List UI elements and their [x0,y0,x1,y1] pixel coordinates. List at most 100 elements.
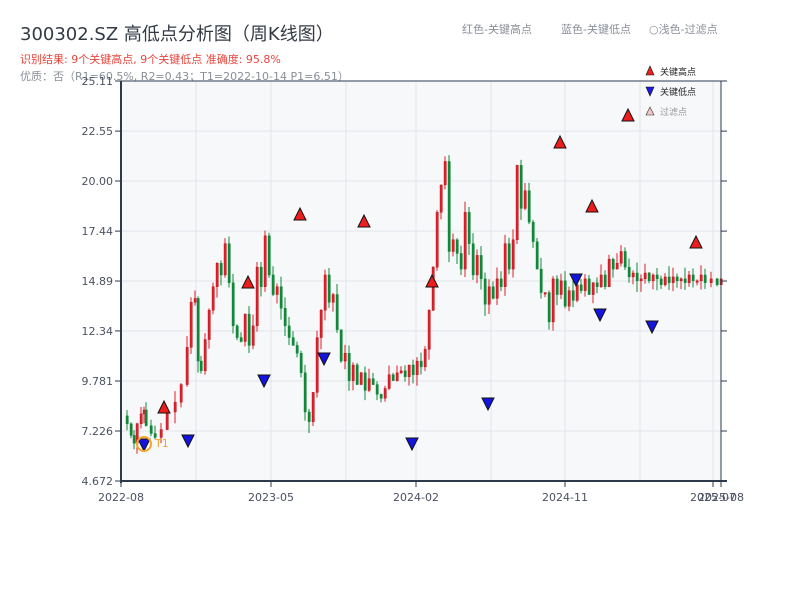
y-tick-label: 25.11 [82,75,114,88]
candle-down [471,243,475,276]
candle-down [491,286,495,299]
candle-up [523,190,527,209]
candle-down [327,274,331,303]
candle-down [303,372,307,413]
candle-down [659,278,663,285]
candle-up [475,255,479,276]
candle-down [291,337,295,346]
candle-up [207,309,211,340]
key-low-marker-icon [645,320,659,335]
candle-down [455,239,459,254]
candle-down [287,325,291,338]
candle-up [607,259,611,287]
candle-up [511,239,515,270]
candle-up [343,353,347,362]
candle-down [579,284,583,291]
candle-down [295,345,299,354]
candle-down [527,190,531,223]
candle-down [627,266,631,278]
y-tick-label: 22.55 [82,125,114,138]
candle-up [139,413,143,424]
x-tick-label: 2024-02 [393,491,439,504]
candle-up [159,429,163,438]
candle-up [387,374,391,389]
legend-high-label: 关键高点 [660,66,696,78]
candle-down [267,235,271,276]
candle-down [499,278,503,287]
quality-summary: 优质：否（R1=60.5%, R2=0.43；T1=2022-10-14 P1=… [20,70,349,83]
candle-down [235,325,239,338]
candle-up [651,274,655,282]
candle-up [443,161,447,186]
candle-down [623,251,627,268]
candle-up [415,360,419,375]
candle-down [535,241,539,270]
legend-low-icon [645,86,655,97]
legend-filtered-label: 过滤点 [660,106,687,118]
gridlines [121,81,721,481]
candle-up [359,372,363,385]
candle-down [563,280,567,307]
candle-down [403,370,407,377]
candle-up [193,298,197,303]
key-point-markers: T1 [136,107,703,453]
candle-down [347,353,351,381]
candle-up [663,276,667,285]
key-high-marker-icon [157,399,171,414]
candle-up [331,294,335,303]
candle-up [679,278,683,282]
candle-down [715,278,719,285]
candle-down [371,378,375,385]
candle-up [311,392,315,422]
key-low-marker-icon [405,437,419,452]
legend-filtered-icon [645,106,655,116]
candle-down [635,272,639,282]
candle-down [603,274,607,287]
candle-up [423,349,427,368]
candle-up [189,302,193,348]
candle-up [427,309,431,350]
candle-down [375,384,379,395]
candle-down [703,274,707,283]
candle-down [691,274,695,282]
candle-up [323,274,327,311]
candle-down [283,308,287,327]
candle-down [571,290,575,301]
candle-up [495,278,499,299]
candle-down [391,374,395,381]
candle-down [587,278,591,295]
y-tick-label: 20.00 [82,175,114,188]
candle-up [619,251,623,264]
candle-down [479,255,483,280]
candle-down [539,268,543,293]
candle-down [239,337,243,342]
candle-up [567,290,571,307]
key-low-marker-icon [181,434,195,449]
key-high-marker-icon [293,206,307,221]
candle-up [559,280,563,295]
candle-down [279,286,283,309]
key-low-marker-icon [569,273,583,288]
candle-up [251,325,255,346]
candle-up [211,286,215,311]
x-tick-label: 2025-08 [698,491,744,504]
x-tick-label: 2023-05 [248,491,294,504]
candle-down [683,278,687,283]
x-tick-label: 2022-08 [98,491,144,504]
candle-up [367,378,371,391]
t1-label: T1 [154,437,169,450]
candle-up [695,280,699,283]
key-high-marker-icon [553,134,567,149]
candle-down [132,435,136,444]
y-tick-label: 9.781 [82,375,114,388]
candle-up [223,243,227,276]
candle-down [299,353,303,374]
candle-down [655,274,659,280]
candle-down [247,313,251,346]
key-high-marker-icon [689,234,703,249]
candle-down [355,364,359,385]
candle-up [591,282,595,295]
axes: 4.672 7.226 9.781 12.34 14.89 17.44 20.00 22.55… [82,75,744,504]
note-filtered: ○浅色-过滤点 [649,23,718,36]
candle-up [165,411,169,430]
